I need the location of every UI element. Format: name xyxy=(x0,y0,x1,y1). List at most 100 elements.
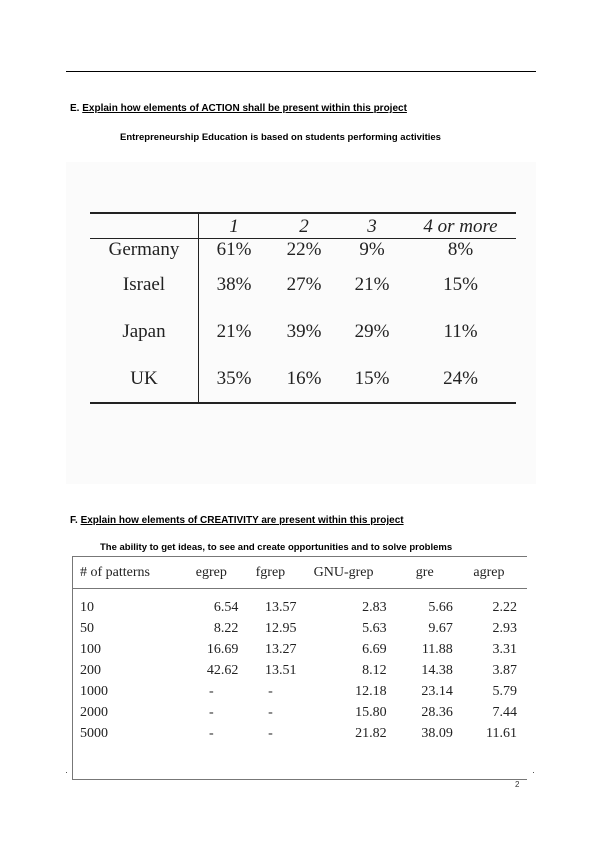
table2-cell: - xyxy=(208,704,214,720)
table1-cell: 38% xyxy=(216,273,252,295)
table2-cell: 2.22 xyxy=(492,599,518,615)
table1-cell: 9% xyxy=(359,239,385,260)
table2-cell: 5000 xyxy=(80,725,108,741)
table2-cell: 7.44 xyxy=(492,704,518,720)
creativity-table-image: # of patterns egrep fgrep GNU-grep gre a… xyxy=(72,556,527,780)
table2-cell: 10 xyxy=(80,599,94,615)
table2-row: 1000 - - 12.18 23.14 5.79 xyxy=(73,681,527,702)
table1-cell: 29% xyxy=(354,320,390,342)
section-e-title: Explain how elements of ACTION shall be … xyxy=(82,103,407,114)
table1-cell: 15% xyxy=(354,367,390,389)
table2-cell: 1000 xyxy=(80,683,108,699)
table1-corner xyxy=(90,213,199,239)
table2-cell: 2.83 xyxy=(362,599,387,615)
table1-cell: 15% xyxy=(443,273,478,295)
section-e-letter: E. xyxy=(70,103,80,114)
creativity-table: # of patterns egrep fgrep GNU-grep gre a… xyxy=(73,557,527,744)
section-e-heading: E. Explain how elements of ACTION shall … xyxy=(70,103,407,114)
table2-cell: 6.69 xyxy=(362,641,387,657)
table1-row-label: Japan xyxy=(90,308,199,355)
table2-cell: 9.67 xyxy=(428,620,453,636)
table1-cell: 35% xyxy=(216,367,252,389)
table1-row-label: UK xyxy=(90,355,199,403)
page-number: 2 xyxy=(515,780,520,789)
table2-cell: 6.54 xyxy=(213,599,239,615)
table2-cell: 3.87 xyxy=(492,662,518,678)
table2-cell: 23.14 xyxy=(421,683,453,699)
table2-col-header: GNU-grep xyxy=(300,557,397,589)
table1-row-label: Germany xyxy=(90,238,199,261)
table1-cell: 27% xyxy=(286,273,322,295)
table1-col-header: 2 xyxy=(269,213,339,239)
table2-cell: 13.51 xyxy=(264,662,297,678)
table2-row: 2000 - - 15.80 28.36 7.44 xyxy=(73,702,527,723)
table2-row: 100 16.69 13.27 6.69 11.88 3.31 xyxy=(73,639,527,660)
table2-col-header: agrep xyxy=(460,557,527,589)
table2-cell: 8.12 xyxy=(362,662,387,678)
table1-cell: 39% xyxy=(286,320,322,342)
table2-row: 10 6.54 13.57 2.83 5.66 2.22 xyxy=(73,589,527,619)
table1-row: Germany 61% 22% 9% 8% xyxy=(90,238,516,261)
table2-col-header: egrep xyxy=(184,557,245,589)
section-f-subline: The ability to get ideas, to see and cre… xyxy=(100,542,453,553)
table2-cell: 5.79 xyxy=(492,683,518,699)
section-e-subline: Entrepreneurship Education is based on s… xyxy=(120,132,441,143)
table2-cell: 42.62 xyxy=(206,662,239,678)
table2-cell: 3.31 xyxy=(492,641,518,657)
table2-cell: - xyxy=(268,725,273,741)
action-table: 1 2 3 4 or more Germany 61% 22% 9% 8% Is… xyxy=(90,212,516,404)
table1-row: Japan 21% 39% 29% 11% xyxy=(90,308,516,355)
table2-col-header: # of patterns xyxy=(73,557,185,589)
table2-cell: 21.82 xyxy=(355,725,387,741)
table2-col-header: gre xyxy=(396,557,461,589)
table2-cell: 5.63 xyxy=(362,620,387,636)
table2-cell: - xyxy=(208,725,214,741)
table2-cell: 38.09 xyxy=(421,725,453,741)
table2-cell: 11.88 xyxy=(421,641,453,657)
table1-cell: 61% xyxy=(216,239,252,260)
table2-cell: 200 xyxy=(80,662,101,678)
table2-cell: 5.66 xyxy=(428,599,453,615)
table2-cell: - xyxy=(268,683,273,699)
table2-cell: 13.57 xyxy=(264,599,297,615)
table2-cell: 2000 xyxy=(80,704,108,720)
table2-cell: 11.61 xyxy=(486,725,517,741)
table1-cell: 22% xyxy=(286,239,322,260)
header-rule xyxy=(66,71,536,72)
table1-cell: 21% xyxy=(354,273,390,295)
table1-col-header: 1 xyxy=(198,213,269,239)
table2-cell: - xyxy=(268,704,273,720)
table2-cell: 12.18 xyxy=(355,683,387,699)
table1-col-header: 3 xyxy=(339,213,405,239)
table1-cell: 11% xyxy=(443,320,478,342)
table2-row: 200 42.62 13.51 8.12 14.38 3.87 xyxy=(73,660,527,681)
table2-cell: 13.27 xyxy=(264,641,297,657)
table2-row: 50 8.22 12.95 5.63 9.67 2.93 xyxy=(73,618,527,639)
table1-cell: 21% xyxy=(216,320,252,342)
table1-row-label: Israel xyxy=(90,261,199,308)
table1-row: UK 35% 16% 15% 24% xyxy=(90,355,516,403)
table1-cell: 16% xyxy=(286,367,322,389)
section-f-title: Explain how elements of CREATIVITY are p… xyxy=(80,515,404,526)
table2-cell: 14.38 xyxy=(421,662,453,678)
table2-cell: 15.80 xyxy=(355,704,387,720)
table2-cell: 50 xyxy=(80,620,94,636)
table1-cell: 24% xyxy=(443,367,478,389)
section-f-letter: F. xyxy=(70,515,78,526)
table2-cell: 16.69 xyxy=(206,641,239,657)
table2-cell: 28.36 xyxy=(421,704,453,720)
table2-cell: 100 xyxy=(80,641,101,657)
corner-mark xyxy=(533,772,534,773)
table1-row: Israel 38% 27% 21% 15% xyxy=(90,261,516,308)
action-table-image: 1 2 3 4 or more Germany 61% 22% 9% 8% Is… xyxy=(66,162,536,484)
table1-col-header: 4 or more xyxy=(405,213,516,239)
table2-col-header: fgrep xyxy=(244,557,301,589)
table2-row: 5000 - - 21.82 38.09 11.61 xyxy=(73,723,527,744)
corner-mark xyxy=(66,772,67,773)
table2-cell: - xyxy=(208,683,214,699)
section-f-heading: F. Explain how elements of CREATIVITY ar… xyxy=(70,515,404,526)
table2-cell: 8.22 xyxy=(213,620,239,636)
table2-cell: 2.93 xyxy=(492,620,518,636)
table1-cell: 8% xyxy=(447,239,474,260)
table2-cell: 12.95 xyxy=(264,620,297,636)
